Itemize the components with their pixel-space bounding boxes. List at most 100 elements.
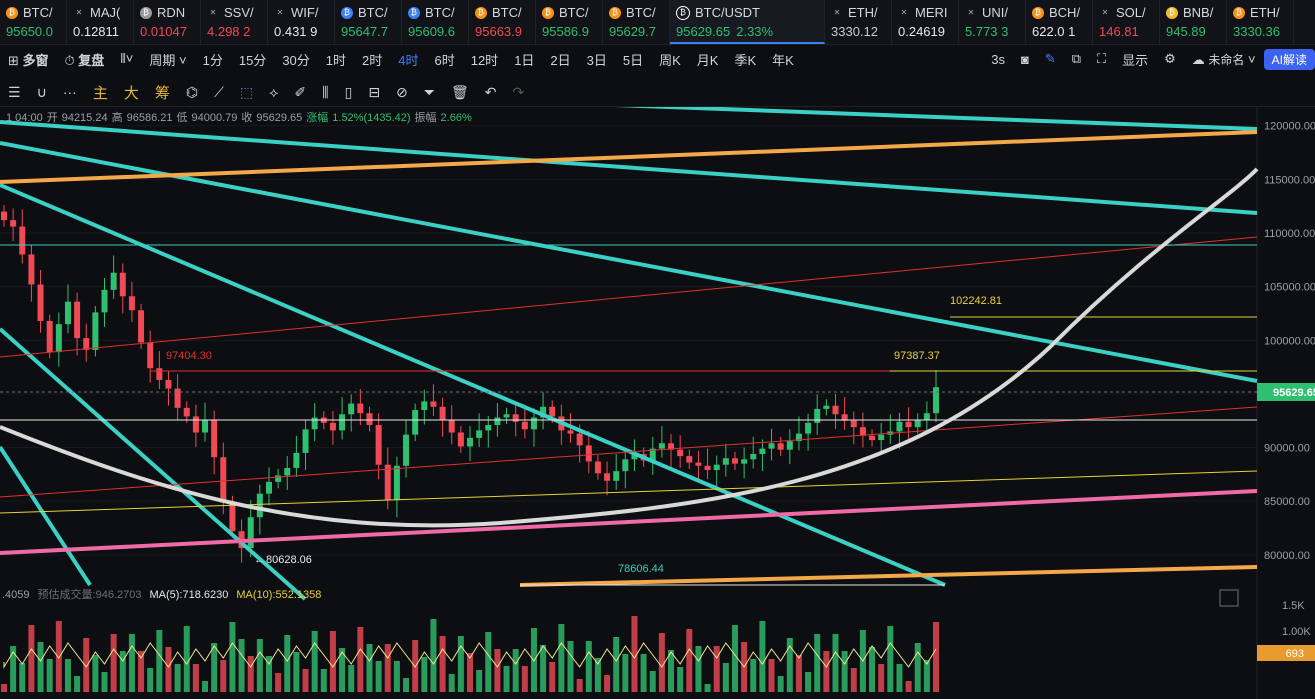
ohlc-field: 2.66%	[441, 112, 472, 124]
cloud-icon[interactable]: ☁ 未命名 ˅	[1191, 51, 1256, 67]
price-chart[interactable]: 120000.00 115000.00 110000.00 105000.00 1000…	[0, 107, 1315, 699]
filter-icon[interactable]: ⏷	[423, 83, 435, 100]
interval-8[interactable]: 1日	[514, 52, 535, 68]
interval-2[interactable]: 30分	[282, 52, 310, 68]
pencil-icon[interactable]: ✎	[1044, 51, 1056, 66]
interval-11[interactable]: 5日	[622, 52, 644, 68]
ticker-name-row: ₿ BTC/USDT	[676, 5, 824, 20]
signal-icon[interactable]: ⊘	[396, 83, 408, 100]
channel-line-cyan	[0, 120, 1258, 215]
volume-field: 718.6230	[182, 589, 228, 601]
volume-bar	[933, 622, 939, 692]
ticker-symbol: BTC/	[492, 5, 522, 20]
more-icon[interactable]: ···	[62, 84, 77, 100]
candle-body	[174, 388, 181, 408]
ticker-tab[interactable]: ₿ BTC/95663.9	[469, 0, 536, 44]
menu-icon[interactable]: ☰	[8, 83, 21, 100]
cursor-icon[interactable]: ⬚	[239, 83, 254, 100]
volume-field: 预估成交量:	[38, 587, 96, 601]
main-indicator-button[interactable]: 主	[92, 84, 108, 102]
candle-body	[412, 410, 419, 435]
candle-body	[101, 289, 108, 313]
interval-5[interactable]: 4时	[398, 52, 419, 68]
volume-bar	[55, 621, 62, 692]
multi-window-button[interactable]: ⊞ 多窗	[8, 52, 49, 68]
fullscreen-icon[interactable]: ⛶	[1097, 51, 1107, 66]
bitcoin-icon: ₿	[542, 6, 554, 19]
volume-bar	[165, 647, 172, 692]
fibonacci-icon[interactable]: ⊟	[368, 83, 381, 100]
ticker-tab[interactable]: ₿ BNB/945.89	[1160, 0, 1227, 44]
interval-7[interactable]: 12时	[470, 52, 499, 68]
volume-tag	[1257, 645, 1315, 661]
interval-6[interactable]: 6时	[434, 52, 455, 68]
interval-0[interactable]: 1分	[202, 52, 223, 68]
ticker-tab-active[interactable]: ₿ BTC/USDT 95629.65 2.33%	[670, 0, 825, 44]
candle-body	[467, 437, 473, 447]
replay-button[interactable]: ⏱ 复盘	[64, 52, 105, 68]
candle-body	[576, 433, 583, 446]
y-axis-label: 115000.00	[1264, 174, 1315, 186]
display-button[interactable]: 显示	[1122, 52, 1149, 68]
candle-body	[83, 338, 90, 350]
interval-14[interactable]: 季K	[734, 52, 757, 68]
ticker-tab[interactable]: ✕ ETH/3330.12	[825, 0, 892, 44]
brush-icon[interactable]: ✐	[294, 83, 307, 100]
volume-bar	[695, 646, 702, 692]
ticker-tab[interactable]: ₿ RDN 0.01047	[134, 0, 201, 44]
ticker-tab[interactable]: ₿ ETH/3330.36	[1227, 0, 1294, 44]
magnet-icon[interactable]: ∪	[36, 83, 47, 100]
interval-4[interactable]: 2时	[362, 52, 383, 68]
ruler-icon[interactable]: ⟡	[269, 83, 279, 100]
chart-type-icon[interactable]: ⫴˅	[120, 51, 134, 66]
ticker-price: 0.12811	[73, 24, 120, 39]
ticker-tab[interactable]: ₿ BTC/95650.0	[0, 0, 67, 44]
ticker-tab[interactable]: ✕ UNI/5.773 3	[959, 0, 1026, 44]
measure-icon[interactable]: ⟋	[214, 83, 224, 100]
ticker-tab[interactable]: ₿ BTC/95609.6	[402, 0, 469, 44]
ticker-tab[interactable]: ✕ MERI 0.24619	[892, 0, 959, 44]
bitcoin-icon: ₿	[6, 6, 18, 19]
ohlc-header: 1 04:00 开 94215.24 高 96586.21 低 94000.79 收 95629…	[6, 110, 472, 124]
gear-icon[interactable]: ⚙	[1164, 51, 1176, 66]
interval-10[interactable]: 3日	[586, 52, 607, 68]
large-order-button[interactable]: 大	[123, 84, 139, 102]
refresh-rate[interactable]: 3s	[991, 51, 1005, 67]
crop-icon[interactable]: ⧉	[1071, 51, 1082, 66]
ticker-tab[interactable]: ₿ BTC/95586.9	[536, 0, 603, 44]
ai-analysis-button[interactable]: AI解读	[1263, 48, 1315, 70]
candle-body	[192, 416, 199, 433]
ticker-tab[interactable]: ✕ SSV/4.298 2	[201, 0, 268, 44]
ticker-name-row: ₿ BTC/	[341, 5, 401, 20]
ticker-price: 4.298 2	[207, 24, 251, 39]
interval-15[interactable]: 年K	[772, 52, 794, 68]
text-icon[interactable]: ▯	[344, 83, 353, 100]
ticker-tab[interactable]: ₿ BTC/95629.7	[603, 0, 670, 44]
interval-3[interactable]: 1时	[325, 52, 347, 68]
volume-bar	[677, 667, 684, 692]
ticker-tab[interactable]: ₿ BTC/95647.7	[335, 0, 402, 44]
redo-icon[interactable]: ↷	[512, 83, 525, 100]
ticker-tab[interactable]: ✕ SOL/146.81	[1093, 0, 1160, 44]
interval-1[interactable]: 15分	[238, 52, 267, 68]
ticker-tab[interactable]: ₿ BCH/622.0 1	[1026, 0, 1093, 44]
interval-12[interactable]: 周K	[659, 52, 681, 68]
indicator-icon[interactable]: ⌬	[185, 83, 199, 100]
candle-body	[878, 434, 885, 441]
interval-13[interactable]: 月K	[696, 52, 719, 68]
interval-9[interactable]: 2日	[550, 52, 571, 68]
volume-bar	[293, 652, 300, 692]
period-dropdown[interactable]: 周期 ˅	[149, 52, 187, 68]
y-axis-label: 105000.00	[1264, 282, 1315, 294]
ticker-price-row: 146.81	[1099, 24, 1159, 39]
volume-bar	[704, 684, 711, 692]
undo-icon[interactable]: ↶	[484, 83, 497, 100]
chip-distribution-button[interactable]: 筹	[154, 84, 170, 102]
ticker-tab[interactable]: ✕ WIF/0.431 9	[268, 0, 335, 44]
pattern-icon[interactable]: ⫼	[322, 83, 329, 100]
trash-icon[interactable]: 🗑	[450, 83, 469, 100]
camera-icon[interactable]: ◙	[1020, 51, 1029, 67]
volume-bar	[211, 643, 218, 692]
candle-body	[695, 462, 702, 466]
ticker-tab[interactable]: ✕ MAJ(0.12811	[67, 0, 134, 44]
